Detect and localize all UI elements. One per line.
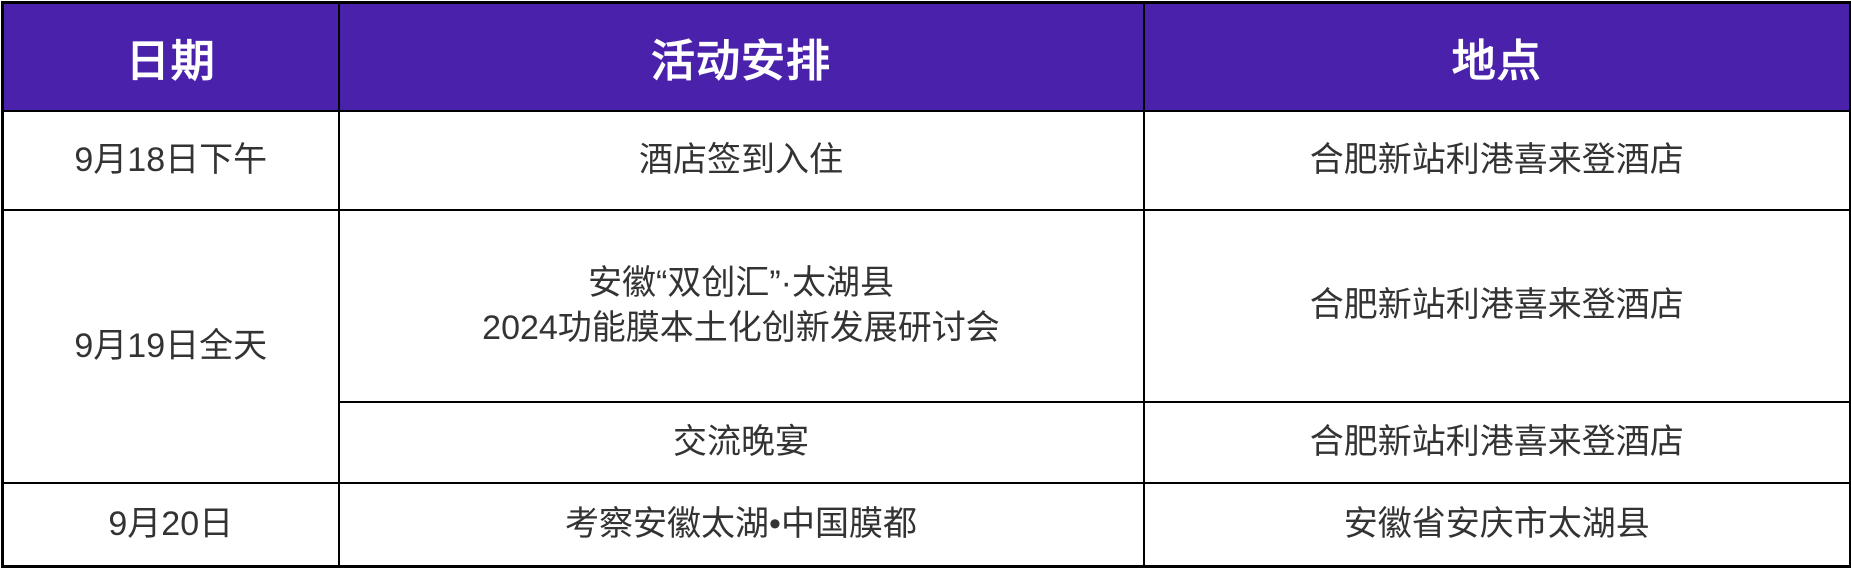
- cell-activity: 交流晚宴: [337, 400, 1145, 484]
- cell-location: 安徽省安庆市太湖县: [1142, 481, 1851, 568]
- cell-activity: 酒店签到入住: [337, 109, 1145, 211]
- cell-date-merged: 9月19日全天: [1, 208, 340, 484]
- header-location: 地点: [1142, 1, 1851, 112]
- cell-activity: 安徽“双创汇”·太湖县 2024功能膜本土化创新发展研讨会: [337, 208, 1145, 403]
- header-date: 日期: [1, 1, 340, 112]
- cell-location: 合肥新站利港喜来登酒店: [1142, 208, 1851, 403]
- cell-location: 合肥新站利港喜来登酒店: [1142, 109, 1851, 211]
- table-row: 9月18日下午 酒店签到入住 合肥新站利港喜来登酒店: [1, 109, 1851, 211]
- table-row: 交流晚宴 合肥新站利港喜来登酒店: [3, 400, 1851, 484]
- cell-date: 9月20日: [1, 481, 340, 568]
- header-row: 日期 活动安排 地点: [1, 1, 1851, 112]
- table-row: 9月19日全天 安徽“双创汇”·太湖县 2024功能膜本土化创新发展研讨会 合肥…: [1, 208, 1851, 484]
- table-row: 9月20日 考察安徽太湖•中国膜都 安徽省安庆市太湖县: [1, 481, 1851, 568]
- cell-activity: 考察安徽太湖•中国膜都: [337, 481, 1145, 568]
- cell-location: 合肥新站利港喜来登酒店: [1142, 400, 1851, 484]
- cell-date: 9月18日下午: [1, 109, 340, 211]
- header-activity: 活动安排: [337, 1, 1145, 112]
